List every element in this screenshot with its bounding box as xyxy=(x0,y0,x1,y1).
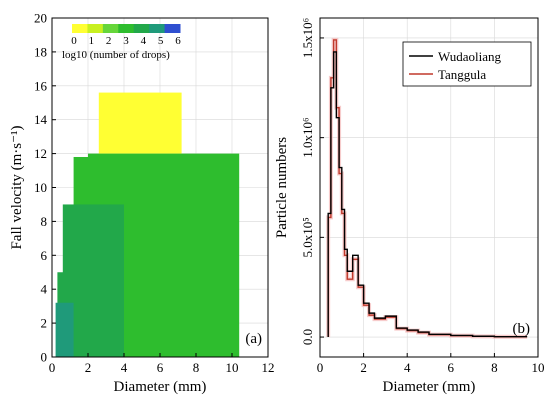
heatmap-y-tick-label: 14 xyxy=(34,112,48,127)
line-x-tick-label: 0 xyxy=(317,360,324,375)
colorbar-swatch xyxy=(118,24,135,33)
heatmap-cell xyxy=(55,302,74,357)
line-y-ticks: 0.0 5.0x10⁵ 1.0x10⁶ 1.5x10⁶ xyxy=(300,18,324,345)
heatmap-y-tick-label: 6 xyxy=(41,248,48,263)
legend-label-tanggula: Tanggula xyxy=(438,67,486,82)
heatmap-x-tick-label: 8 xyxy=(193,360,200,375)
heatmap-y-ticks: 0 2 4 6 8 10 12 14 16 18 20 xyxy=(34,11,56,365)
legend: Wudaoliang Tanggula xyxy=(402,41,532,87)
line-y-tick-label: 0.0 xyxy=(300,329,315,345)
heatmap-x-tick-label: 10 xyxy=(226,360,239,375)
colorbar-swatch xyxy=(87,24,104,33)
line-series-group xyxy=(326,37,528,339)
heatmap-x-tick-label: 12 xyxy=(262,360,275,375)
colorbar-swatch xyxy=(102,24,119,33)
heatmap-x-tick-label: 0 xyxy=(49,360,56,375)
heatmap-y-tick-label: 10 xyxy=(34,180,47,195)
colorbar-swatch xyxy=(149,24,166,33)
colorbar-tick-label: 2 xyxy=(106,35,112,47)
line-x-axis-label: Diameter (mm) xyxy=(383,379,476,395)
colorbar-tick-label: 1 xyxy=(89,35,95,47)
heatmap-y-axis-label: Fall velocity (m·s⁻¹) xyxy=(9,125,25,249)
line-x-tick-label: 6 xyxy=(448,360,455,375)
heatmap-cell xyxy=(98,92,182,154)
line-y-tick-label: 5.0x10⁵ xyxy=(300,217,315,257)
heatmap-y-tick-label: 2 xyxy=(41,316,48,331)
line-plot-frame xyxy=(319,17,539,358)
colorbar-swatch xyxy=(164,24,181,33)
heatmap-y-tick-label: 4 xyxy=(41,282,48,297)
heatmap-y-tick-label: 16 xyxy=(34,78,48,93)
heatmap-y-tick-label: 8 xyxy=(41,214,48,229)
heatmap-y-tick-label: 18 xyxy=(34,44,47,59)
line-y-tick-label: 1.0x10⁶ xyxy=(300,117,315,157)
panel-label-b: (b) xyxy=(513,321,531,337)
colorbar-swatch xyxy=(72,24,88,33)
heatmap-y-tick-label: 0 xyxy=(41,350,48,365)
line-y-tick-label: 1.5x10⁶ xyxy=(300,18,315,58)
colorbar-swatch xyxy=(133,24,150,33)
line-x-tick-label: 4 xyxy=(404,360,411,375)
legend-box xyxy=(402,41,532,87)
line-x-tick-label: 2 xyxy=(360,360,367,375)
heatmap-x-tick-label: 2 xyxy=(85,360,92,375)
heatmap-x-tick-label: 4 xyxy=(121,360,128,375)
colorbar-label: log10 (number of drops) xyxy=(62,49,170,61)
heatmap-cells xyxy=(55,92,240,357)
line-panel: 0 2 4 6 8 10 0.0 5.0x10⁵ 1.0x10⁶ 1.5x10⁶ Diamete… xyxy=(274,17,545,395)
colorbar-tick-label: 0 xyxy=(71,35,77,47)
line-x-tick-label: 10 xyxy=(532,360,545,375)
colorbar-tick-label: 6 xyxy=(175,35,181,47)
line-x-tick-label: 8 xyxy=(491,360,498,375)
colorbar-tick-label: 4 xyxy=(141,35,147,47)
colorbar-tick-label: 5 xyxy=(158,35,164,47)
heatmap-y-tick-label: 12 xyxy=(34,146,47,161)
heatmap-x-ticks: 0 2 4 6 8 10 12 xyxy=(49,353,275,375)
colorbar-swatches xyxy=(72,24,181,33)
line-x-ticks: 0 2 4 6 8 10 xyxy=(317,353,545,375)
series-line-wudaoliang xyxy=(327,51,528,338)
heatmap-x-axis-label: Diameter (mm) xyxy=(114,379,207,395)
heatmap-x-tick-label: 6 xyxy=(157,360,164,375)
legend-label-wudaoliang: Wudaoliang xyxy=(438,49,502,64)
colorbar-tick-label: 3 xyxy=(123,35,129,47)
line-y-axis-label: Particle numbers xyxy=(274,137,290,238)
panel-label-a: (a) xyxy=(245,331,262,347)
heatmap-y-tick-label: 20 xyxy=(34,11,47,26)
